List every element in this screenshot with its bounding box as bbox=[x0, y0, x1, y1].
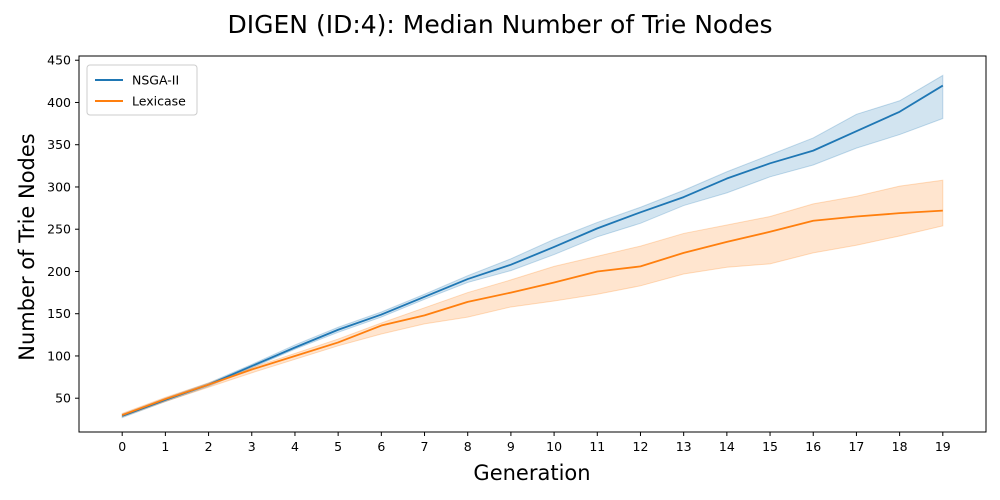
x-tick-label: 9 bbox=[507, 439, 515, 454]
x-tick-label: 6 bbox=[377, 439, 385, 454]
y-tick-label: 350 bbox=[47, 137, 71, 152]
x-tick-label: 12 bbox=[633, 439, 649, 454]
legend-entry-lexicase: Lexicase bbox=[132, 94, 186, 109]
y-tick-label: 100 bbox=[47, 348, 71, 363]
x-tick-label: 8 bbox=[464, 439, 472, 454]
series-line-nsga-ii bbox=[121, 84, 944, 417]
series-lines bbox=[121, 84, 944, 417]
y-tick-label: 200 bbox=[47, 264, 71, 279]
band-lexicase bbox=[121, 179, 944, 418]
x-tick-label: 1 bbox=[161, 439, 169, 454]
x-tick-label: 0 bbox=[118, 439, 126, 454]
x-tick-label: 3 bbox=[248, 439, 256, 454]
y-tick-label: 400 bbox=[47, 95, 71, 110]
y-axis-ticks: 50 100 150 200 250 300 350 400 450 bbox=[47, 53, 79, 406]
x-tick-label: 16 bbox=[805, 439, 821, 454]
x-tick-label: 10 bbox=[546, 439, 562, 454]
x-tick-label: 14 bbox=[719, 439, 735, 454]
x-tick-label: 7 bbox=[421, 439, 429, 454]
x-tick-label: 4 bbox=[291, 439, 299, 454]
y-tick-label: 300 bbox=[47, 179, 71, 194]
legend-entry-nsga-ii: NSGA-II bbox=[132, 73, 179, 88]
legend: NSGA-II Lexicase bbox=[86, 64, 198, 116]
x-tick-label: 2 bbox=[205, 439, 213, 454]
series-line-lexicase bbox=[121, 209, 943, 416]
x-tick-label: 18 bbox=[892, 439, 908, 454]
y-axis-label: Number of Trie Nodes bbox=[15, 133, 39, 361]
x-tick-label: 15 bbox=[762, 439, 778, 454]
confidence-bands bbox=[121, 74, 944, 419]
x-tick-label: 13 bbox=[676, 439, 692, 454]
chart-title: DIGEN (ID:4): Median Number of Trie Node… bbox=[228, 10, 773, 39]
x-tick-label: 5 bbox=[334, 439, 342, 454]
x-tick-label: 11 bbox=[589, 439, 605, 454]
y-tick-label: 50 bbox=[55, 391, 71, 406]
x-axis-ticks: 0 1 2 3 4 5 6 7 8 9 10 11 12 13 14 15 16 17 18 19 bbox=[118, 432, 951, 454]
legend-box bbox=[86, 64, 198, 116]
y-tick-label: 450 bbox=[47, 53, 71, 68]
y-tick-label: 150 bbox=[47, 306, 71, 321]
x-tick-label: 17 bbox=[848, 439, 864, 454]
plot-area-frame bbox=[78, 55, 987, 433]
y-tick-label: 250 bbox=[47, 222, 71, 237]
band-nsga-ii bbox=[121, 74, 944, 419]
x-tick-label: 19 bbox=[935, 439, 951, 454]
x-axis-label: Generation bbox=[473, 461, 590, 485]
